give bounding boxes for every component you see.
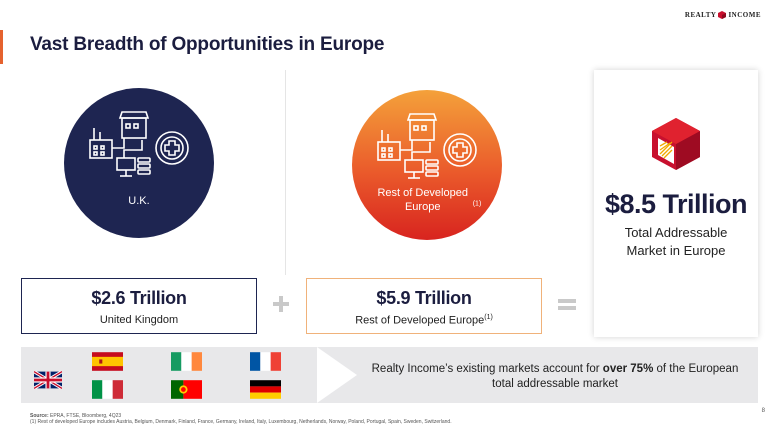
page-title: Vast Breadth of Opportunities in Europe — [30, 34, 385, 55]
plus-icon — [273, 296, 289, 312]
data-center-icon — [404, 159, 439, 179]
europe-circle: Rest of Developed Europe (1) — [352, 90, 502, 240]
footnote-line: (1) Rest of developed Europe includes Au… — [30, 419, 452, 425]
total-market-card: $8.5 Trillion Total Addressable Market i… — [594, 70, 758, 337]
footnotes: Source: EPRA, FTSE, Bloomberg, 4Q23 (1) … — [30, 413, 452, 425]
source-label: Source: — [30, 413, 49, 419]
europe-circle-footnote: (1) — [472, 200, 482, 208]
europe-circle-label: Rest of Developed Europe (1) — [373, 186, 482, 214]
title-accent-bar — [0, 30, 3, 64]
uk-circle-label: U.K. — [128, 195, 150, 207]
company-logo: REALTY INCOME — [685, 11, 761, 19]
band-text-after: of the European total addressable market — [492, 363, 739, 390]
industrial-icon — [89, 128, 113, 159]
realty-income-cube-icon — [652, 118, 700, 170]
flag-france — [250, 352, 281, 371]
equals-icon — [558, 298, 576, 312]
band-statement: Realty Income’s existing markets account… — [370, 362, 740, 392]
band-text-before: Realty Income’s existing markets account… — [371, 363, 603, 375]
source-line: Source: EPRA, FTSE, Bloomberg, 4Q23 — [30, 413, 452, 419]
property-types-icon — [89, 111, 189, 177]
europe-value-box: $5.9 Trillion Rest of Developed Europe(1… — [306, 278, 542, 334]
europe-value: $5.9 Trillion — [376, 288, 472, 308]
healthcare-icon — [155, 131, 189, 165]
total-subtitle-line2: Market in Europe — [626, 243, 726, 258]
europe-subtitle-text: Rest of Developed Europe — [355, 314, 485, 327]
uk-circle: U.K. — [64, 88, 214, 238]
flag-germany — [250, 380, 281, 399]
data-center-icon — [116, 157, 151, 177]
section-divider — [285, 70, 286, 275]
logo-text-right: INCOME — [728, 11, 761, 19]
total-subtitle-line1: Total Addressable — [624, 225, 728, 240]
europe-subtitle-footnote: (1) — [484, 314, 493, 321]
europe-circle-label-text: Rest of Developed Europe — [377, 187, 468, 213]
healthcare-icon — [443, 133, 477, 167]
flag-portugal — [171, 380, 202, 399]
total-subtitle: Total Addressable Market in Europe — [594, 224, 758, 260]
retail-icon — [118, 111, 150, 139]
logo-text-left: REALTY — [684, 11, 717, 19]
page-number: 8 — [761, 408, 765, 414]
flag-spain — [92, 352, 123, 371]
logo-cube-icon — [718, 11, 727, 19]
source-text: EPRA, FTSE, Bloomberg, 4Q23 — [48, 413, 122, 419]
uk-subtitle: United Kingdom — [99, 314, 179, 326]
band-text-bold: over 75% — [602, 363, 654, 375]
band-chevron — [317, 347, 357, 403]
uk-value: $2.6 Trillion — [91, 288, 187, 308]
total-value: $8.5 Trillion — [604, 189, 748, 219]
flag-ireland — [171, 352, 202, 371]
flag-uk — [34, 371, 62, 389]
industrial-icon — [377, 130, 401, 161]
markets-band — [21, 347, 758, 403]
flag-italy — [92, 380, 123, 399]
europe-subtitle: Rest of Developed Europe(1) — [307, 314, 541, 327]
retail-icon — [406, 113, 438, 141]
property-types-icon — [377, 113, 477, 179]
uk-value-box: $2.6 Trillion United Kingdom — [21, 278, 257, 334]
